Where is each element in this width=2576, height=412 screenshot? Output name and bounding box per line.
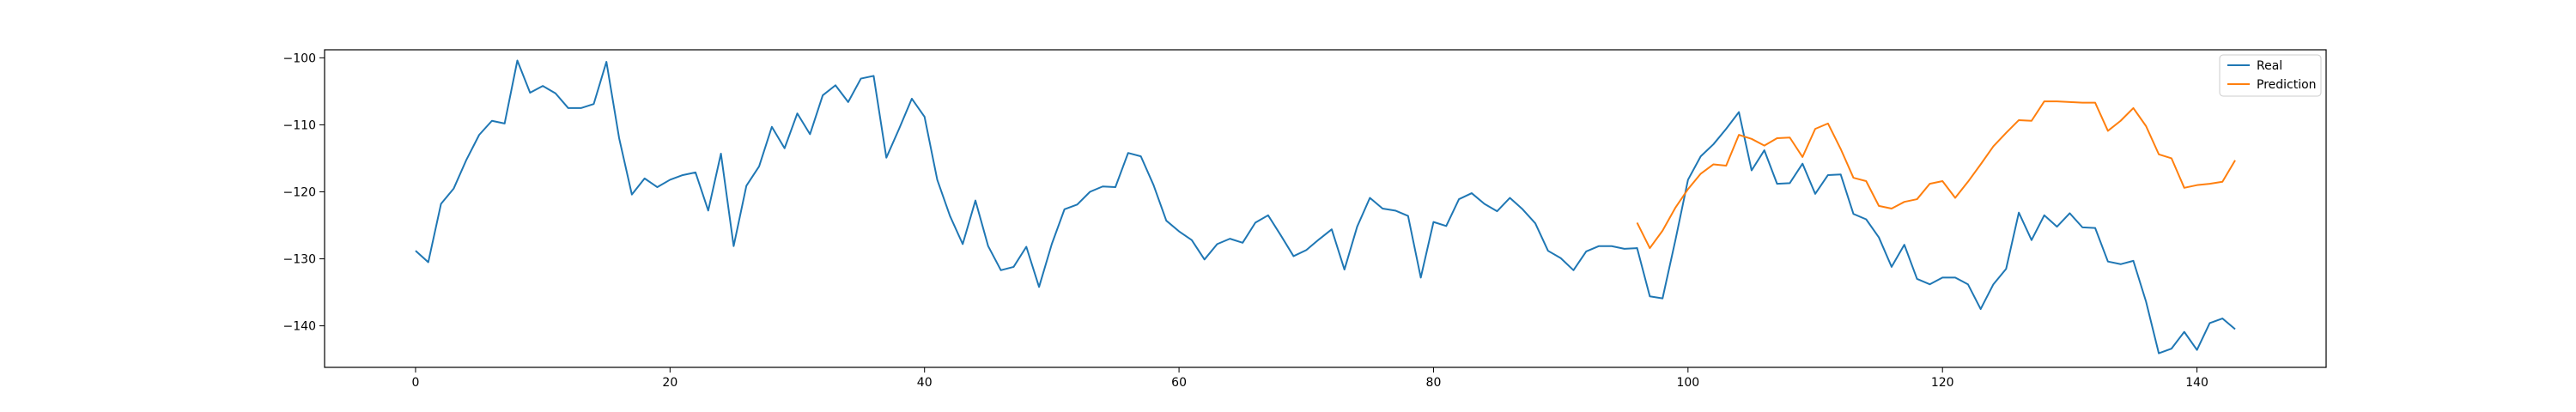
series-line-prediction xyxy=(1636,100,2236,250)
x-tick-label: 140 xyxy=(2185,376,2208,390)
y-tick-label: −140 xyxy=(283,320,316,334)
series-lines xyxy=(415,59,2236,354)
y-axis-ticks: −140 −130 −120 −110 −100 xyxy=(283,52,325,334)
x-tick-label: 0 xyxy=(411,376,419,390)
x-axis-ticks: 0 20 40 60 80 100 120 140 xyxy=(411,367,2208,390)
y-tick-label: −100 xyxy=(283,52,316,65)
series-line-real xyxy=(415,59,2236,354)
y-tick-label: −110 xyxy=(283,118,316,132)
legend-label-prediction: Prediction xyxy=(2257,78,2317,92)
x-tick-label: 100 xyxy=(1676,376,1699,390)
legend: Real Prediction xyxy=(2219,54,2322,97)
x-tick-label: 40 xyxy=(917,376,933,390)
x-tick-label: 120 xyxy=(1931,376,1954,390)
x-tick-label: 80 xyxy=(1426,376,1442,390)
y-tick-label: −120 xyxy=(283,185,316,199)
x-tick-label: 20 xyxy=(662,376,677,390)
legend-label-real: Real xyxy=(2257,59,2282,73)
y-tick-label: −130 xyxy=(283,253,316,267)
plot-frame xyxy=(324,49,2327,368)
x-tick-label: 60 xyxy=(1171,376,1187,390)
